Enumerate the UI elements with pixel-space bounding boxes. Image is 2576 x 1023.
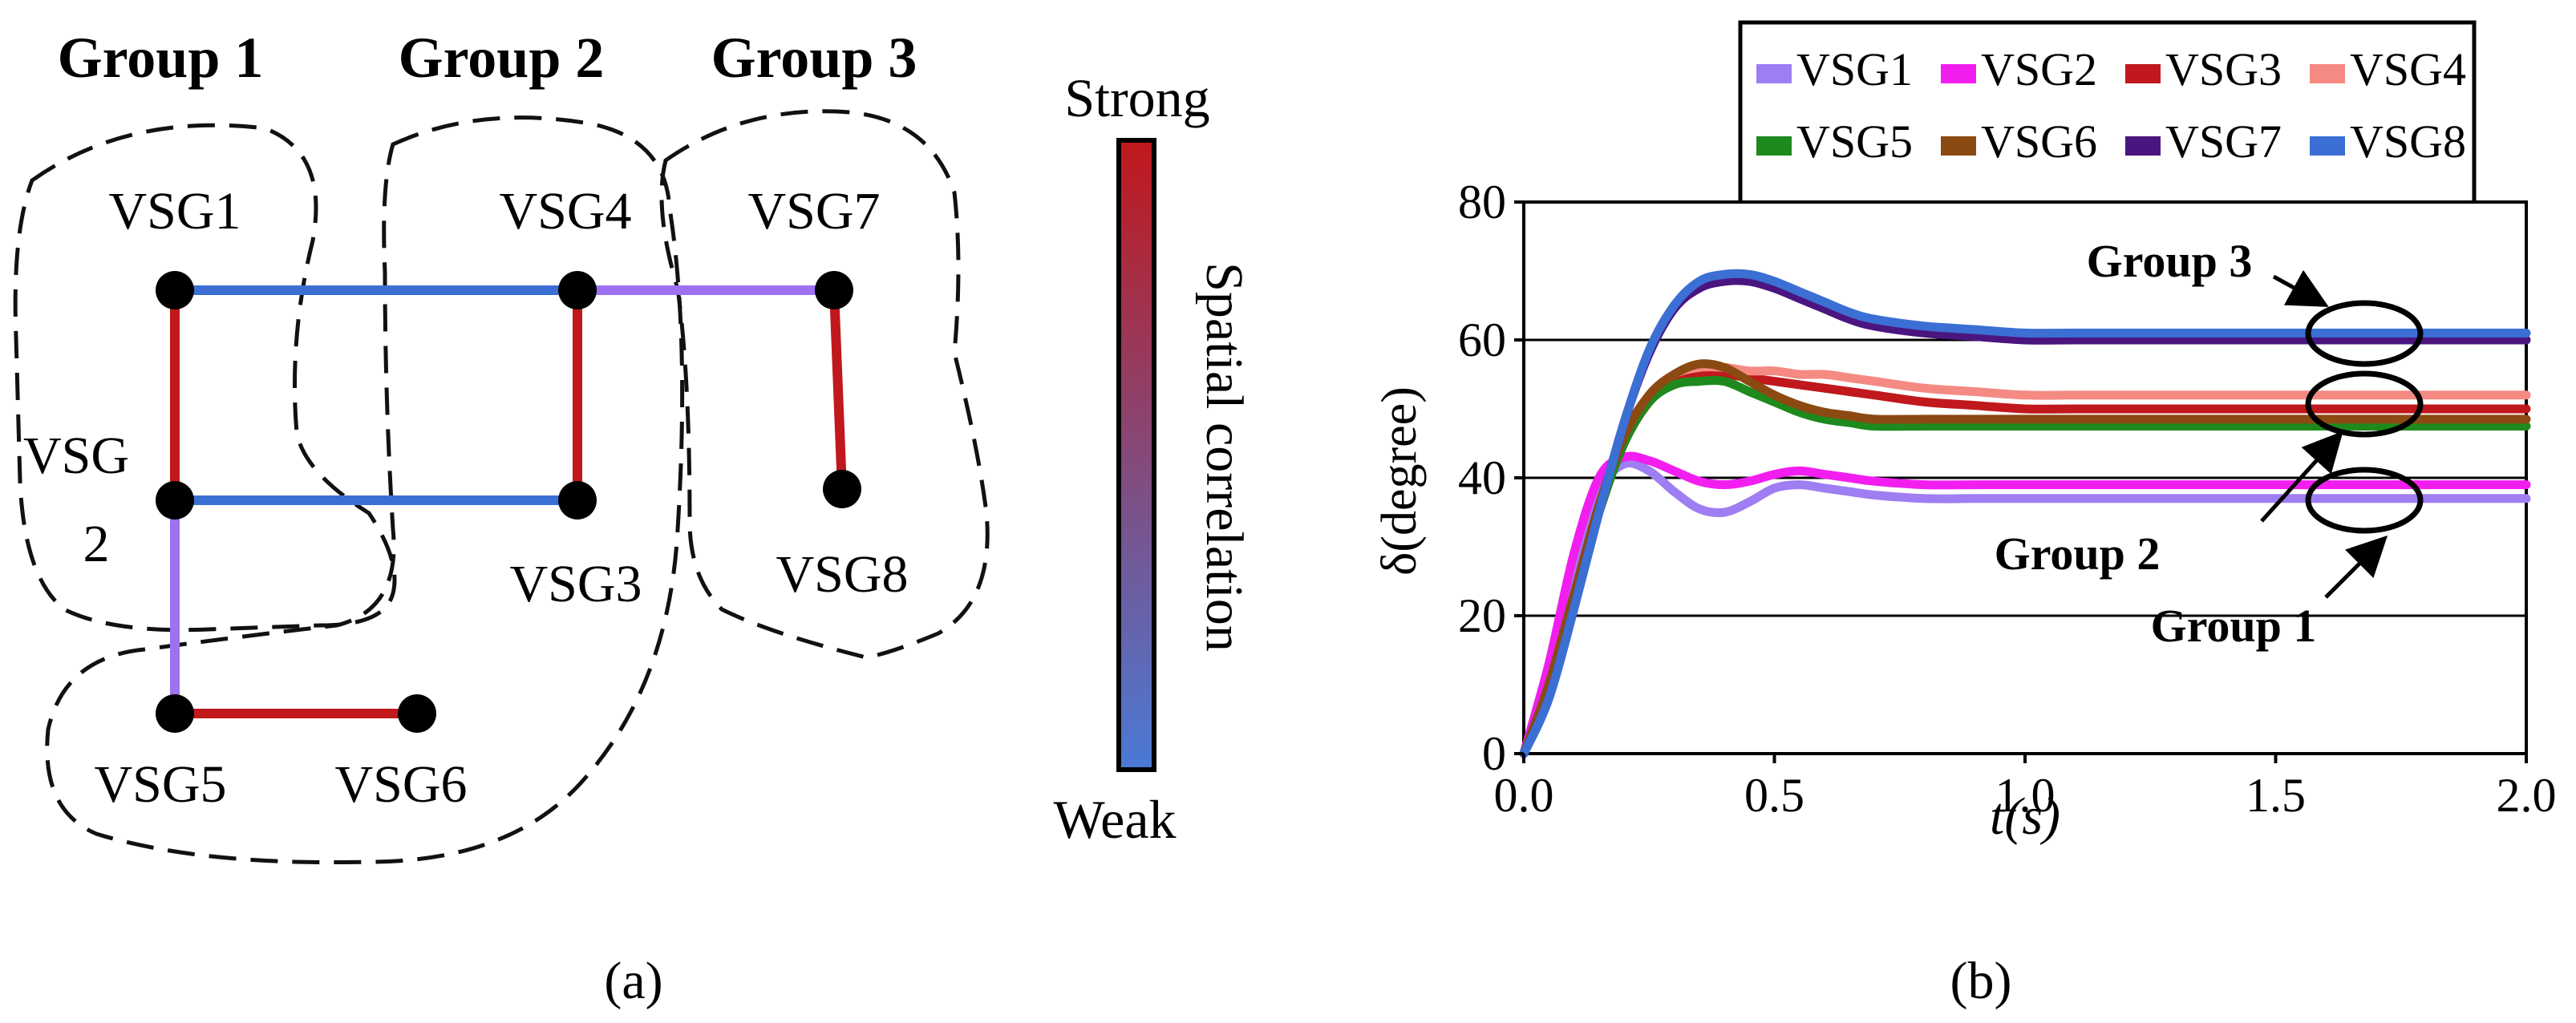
label-vsg2-line2: 2 (83, 515, 110, 573)
colorbar-bottom-label: Weak (1053, 789, 1176, 850)
group-3-arrow (2272, 269, 2329, 307)
series-line-vsg8 (1519, 269, 2531, 758)
legend-label-vsg5: VSG5 (1796, 115, 1913, 168)
legend-swatch-vsg8 (2310, 136, 2345, 156)
x-tick-label: 2.0 (2497, 769, 2557, 822)
node-vsg7 (815, 271, 853, 309)
group-1-arrow (2324, 535, 2388, 599)
x-tick-label: 0.5 (1744, 769, 1804, 822)
legend-swatch-vsg4 (2310, 64, 2345, 83)
legend-swatch-vsg6 (1941, 136, 1976, 156)
group-1-outline (13, 123, 397, 633)
series-lines (1519, 269, 2531, 758)
group-2-outline (45, 115, 685, 865)
annotation-group-3: Group 3 (2087, 235, 2253, 287)
node-vsg2 (156, 481, 194, 520)
label-vsg2-line1: VSG (23, 427, 129, 485)
y-tick-label: 20 (1458, 589, 1506, 642)
annotation-group-1: Group 1 (2151, 600, 2317, 652)
panel-a: Group 1 Group 2 Group 3 VSG1 VSG4 VSG7 V… (13, 26, 1254, 1010)
node-vsg4 (558, 271, 597, 309)
x-tick-label: 0.0 (1494, 769, 1554, 822)
label-vsg4: VSG4 (499, 182, 631, 241)
annotation-group-2: Group 2 (1995, 528, 2161, 580)
colorbar (1116, 138, 1156, 772)
label-vsg5: VSG5 (94, 755, 226, 814)
legend-label-vsg7: VSG7 (2165, 115, 2282, 168)
label-vsg1: VSG1 (108, 182, 241, 241)
legend-label-vsg4: VSG4 (2350, 43, 2466, 95)
legend-box (1738, 20, 2477, 208)
colorbar-axis-label: Spatial correlation (1195, 262, 1254, 652)
node-vsg6 (398, 694, 436, 733)
label-vsg3: VSG3 (509, 555, 642, 613)
x-tick-label: 1.5 (2246, 769, 2306, 822)
series-line-vsg2 (1519, 451, 2531, 758)
panel-a-label-text: (a) (604, 952, 662, 1010)
y-tick-label: 60 (1458, 313, 1506, 366)
group-2-title: Group 2 (399, 26, 605, 90)
label-vsg7: VSG7 (747, 182, 880, 241)
x-tick-label: 1.0 (1995, 769, 2056, 822)
group-1-title: Group 1 (58, 26, 264, 90)
node-vsg3 (558, 481, 597, 520)
legend-label-vsg1: VSG1 (1796, 43, 1913, 95)
y-tick-label: 40 (1458, 451, 1506, 504)
legend-swatch-vsg1 (1756, 64, 1792, 83)
legend-swatch-vsg5 (1756, 136, 1792, 156)
x-axis-title: t(s) (1990, 787, 2060, 846)
group-1-ellipse (2305, 467, 2424, 534)
legend-label-vsg8: VSG8 (2350, 115, 2466, 168)
y-tick-label: 0 (1482, 727, 1506, 780)
group-3-title: Group 3 (711, 26, 917, 90)
group-3-outline (659, 109, 990, 660)
legend-label-vsg3: VSG3 (2165, 43, 2282, 95)
panel-b-label: (b) (1950, 952, 2012, 1010)
panel-b-label-text: (b) (1950, 952, 2012, 1010)
legend-swatch-vsg7 (2125, 136, 2161, 156)
label-vsg6: VSG6 (334, 755, 467, 814)
panel-b: VSG1 VSG2 VSG3 VSG4 VSG5 VSG6 VSG7 VSG8 0 20 40 60… (1372, 20, 2557, 1010)
y-tick-label: 80 (1458, 176, 1506, 228)
node-vsg5 (156, 694, 194, 733)
group-2-arrow (2260, 431, 2343, 523)
group-2-ellipse (2305, 370, 2424, 438)
legend-swatch-vsg3 (2125, 64, 2161, 83)
legend-label-vsg2: VSG2 (1981, 43, 2097, 95)
colorbar-top-label: Strong (1064, 67, 1209, 128)
legend-label-vsg6: VSG6 (1981, 115, 2097, 168)
panel-a-label: (a) (604, 952, 662, 1010)
edge-vsg7-vsg8 (829, 289, 847, 490)
legend-swatch-vsg2 (1941, 64, 1976, 83)
node-vsg1 (156, 271, 194, 309)
axis-ticks: 0 20 40 60 80 0.0 0.5 1.0 1.5 2.0 (1458, 176, 2557, 822)
y-axis-title: δ(degree) (1372, 386, 1427, 576)
node-vsg8 (823, 470, 861, 508)
legend: VSG1 VSG2 VSG3 VSG4 VSG5 VSG6 VSG7 VSG8 (1756, 43, 2466, 168)
group-3-ellipse (2305, 300, 2424, 367)
label-vsg8: VSG8 (776, 545, 908, 604)
